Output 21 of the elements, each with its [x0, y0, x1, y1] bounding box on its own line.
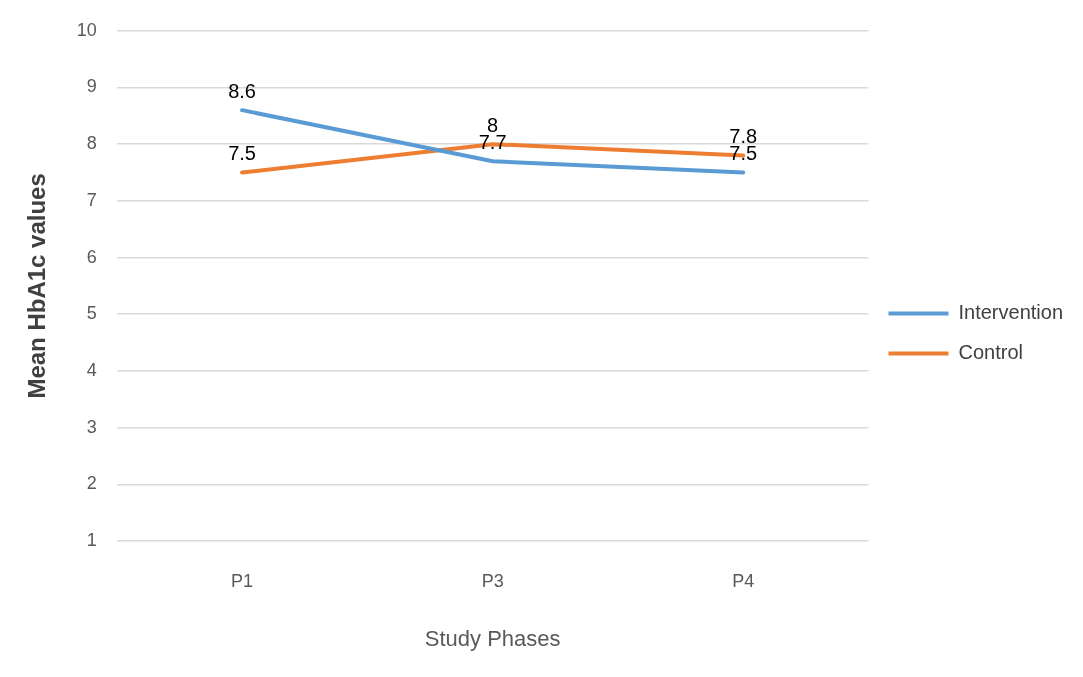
y-tick-label: 9	[86, 76, 97, 97]
data-label: 8.6	[228, 79, 257, 102]
x-axis-title: Study Phases	[424, 625, 561, 651]
y-tick-label: 1	[86, 529, 97, 550]
x-tick-label: P3	[481, 570, 504, 591]
y-tick-label: 7	[86, 189, 97, 210]
legend-label: Control	[958, 341, 1023, 364]
y-axis-title: Mean HbA1c values	[23, 173, 51, 399]
y-tick-label: 4	[86, 359, 97, 380]
y-tick-label: 2	[86, 473, 97, 494]
data-label: 8	[487, 113, 499, 136]
x-tick-label: P4	[732, 570, 755, 591]
data-label: 7.5	[729, 142, 758, 165]
y-tick-label: 8	[86, 133, 97, 154]
y-tick-label: 10	[76, 19, 97, 40]
legend-label: Intervention	[958, 301, 1063, 324]
y-tick-label: 6	[86, 246, 97, 267]
x-tick-label: P1	[231, 570, 254, 591]
y-tick-label: 3	[86, 416, 97, 437]
y-tick-label: 5	[86, 303, 97, 324]
data-label: 7.5	[228, 142, 257, 165]
